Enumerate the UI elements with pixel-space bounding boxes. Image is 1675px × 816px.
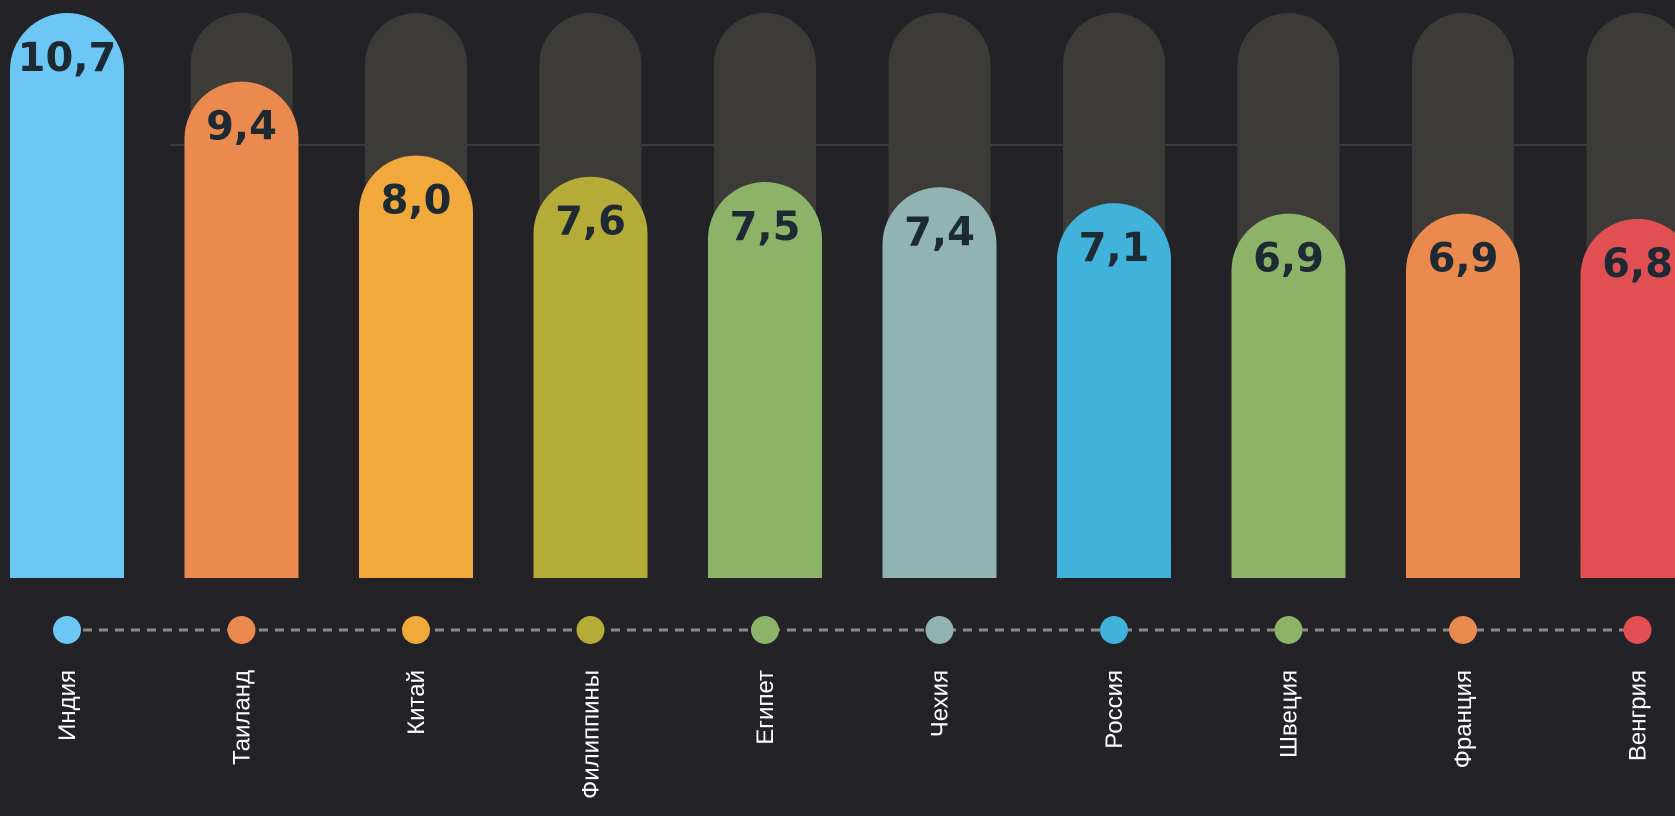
category-label: Франция: [1450, 670, 1477, 768]
bar-gap: [652, 520, 704, 580]
category-labels: Индия Таиланд Китай Филиппины Египет Чехия Рос…: [54, 670, 1652, 799]
category-label: Россия: [1101, 670, 1128, 749]
value-label: 9,4: [206, 104, 277, 150]
category-label: Индия: [54, 670, 81, 741]
bar-gap: [1001, 520, 1053, 580]
bar-gap: [477, 520, 529, 580]
value-label: 7,6: [555, 199, 626, 245]
category-label: Таиланд: [229, 670, 256, 765]
category-label: Чехия: [927, 670, 954, 737]
bar-gap: [1524, 520, 1576, 580]
bar-2: [185, 82, 299, 578]
category-dot: [1100, 616, 1128, 644]
category-timeline: [53, 616, 1652, 644]
value-label: 6,9: [1428, 236, 1499, 282]
category-dot: [1624, 616, 1652, 644]
category-dot: [402, 616, 430, 644]
category-dot: [228, 616, 256, 644]
value-label: 10,7: [18, 35, 117, 81]
category-label: Китай: [403, 670, 430, 735]
bar-gaps: [128, 520, 1576, 580]
value-label: 7,4: [904, 209, 975, 255]
bar-gap: [1350, 520, 1402, 580]
category-dot: [1275, 616, 1303, 644]
category-label: Венгрия: [1625, 670, 1652, 761]
category-label: Филиппины: [578, 670, 605, 799]
category-dot: [1449, 616, 1477, 644]
value-label: 6,9: [1253, 236, 1324, 282]
baseline: [0, 578, 1675, 580]
category-dot: [53, 616, 81, 644]
bar-gap: [303, 520, 355, 580]
category-label: Египет: [752, 670, 779, 745]
bar-gap: [1175, 520, 1227, 580]
bar-gap: [826, 520, 878, 580]
value-label: 6,8: [1602, 241, 1673, 287]
bar-1: [10, 13, 124, 578]
category-label: Швеция: [1276, 670, 1303, 758]
category-dot: [577, 616, 605, 644]
value-label: 7,5: [730, 204, 801, 250]
category-dot: [751, 616, 779, 644]
bar-gap: [128, 520, 180, 580]
value-label: 7,1: [1079, 225, 1150, 271]
value-label: 8,0: [381, 178, 452, 224]
category-dot: [926, 616, 954, 644]
